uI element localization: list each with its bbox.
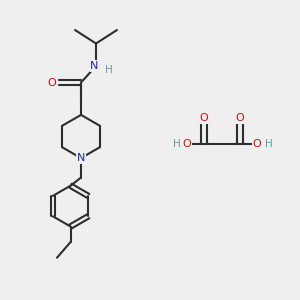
Text: N: N — [90, 61, 99, 71]
Text: O: O — [47, 77, 56, 88]
Text: H: H — [105, 64, 112, 75]
Text: O: O — [236, 113, 244, 124]
Text: O: O — [253, 139, 262, 149]
Text: H: H — [265, 139, 273, 149]
Text: H: H — [173, 139, 181, 149]
Text: O: O — [200, 113, 208, 124]
Text: N: N — [77, 153, 85, 163]
Text: O: O — [182, 139, 191, 149]
